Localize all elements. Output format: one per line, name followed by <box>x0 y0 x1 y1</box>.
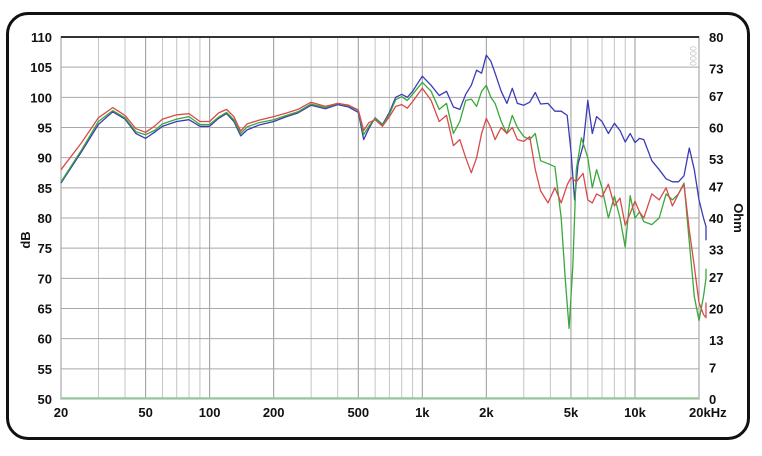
y-tick-label: 55 <box>38 362 52 377</box>
y2-tick-label: 60 <box>709 121 723 136</box>
x-tick-label: 5k <box>564 405 579 420</box>
y-tick-label: 105 <box>30 60 52 75</box>
y2-tick-label: 67 <box>709 89 723 104</box>
x-axis: 20 50 100 200 500 1k 2k 5k 10k 20kHz <box>54 405 727 420</box>
y-tick-label: 80 <box>38 211 52 226</box>
x-tick-label: 20kHz <box>689 405 727 420</box>
series-line-red <box>60 87 707 319</box>
series-line-green <box>60 81 707 330</box>
y2-tick-label: 27 <box>709 270 723 285</box>
y2-tick-label: 0 <box>709 392 716 407</box>
y-tick-label: 85 <box>38 181 52 196</box>
series-group <box>60 54 707 330</box>
y-tick-label: 75 <box>38 241 52 256</box>
y2-tick-label: 7 <box>709 360 716 375</box>
y2-axis-title: Ohm <box>731 203 746 233</box>
y-tick-label: 60 <box>38 332 52 347</box>
y2-tick-label: 33 <box>709 243 723 258</box>
y-tick-label: 70 <box>38 271 52 286</box>
x-tick-label: 1k <box>415 405 430 420</box>
y-tick-label: 95 <box>38 121 52 136</box>
y-axis-right: 80 73 67 60 53 47 40 33 27 20 13 7 0 <box>709 30 723 407</box>
y2-tick-label: 80 <box>709 30 723 45</box>
y-tick-label: 110 <box>31 30 52 45</box>
x-tick-label: 10k <box>624 405 646 420</box>
y-tick-label: 50 <box>38 392 52 407</box>
y2-tick-label: 73 <box>709 62 723 77</box>
x-tick-label: 20 <box>54 405 68 420</box>
y2-tick-label: 53 <box>709 152 723 167</box>
x-tick-label: 2k <box>479 405 494 420</box>
series-line-blue <box>60 54 707 241</box>
y-axis-left: 110 105 100 95 90 85 80 75 70 65 60 55 50 <box>30 30 52 407</box>
x-tick-label: 100 <box>199 405 221 420</box>
y2-tick-label: 47 <box>709 179 723 194</box>
y-axis-title: dB <box>18 231 33 248</box>
y-tick-label: 65 <box>38 302 52 317</box>
watermark: 0000 <box>688 46 698 66</box>
grid <box>60 36 700 400</box>
y2-tick-label: 13 <box>709 333 723 348</box>
y2-tick-label: 40 <box>709 211 723 226</box>
x-tick-label: 50 <box>138 405 152 420</box>
x-tick-label: 500 <box>347 405 369 420</box>
y-tick-label: 100 <box>30 90 52 105</box>
x-tick-label: 200 <box>263 405 285 420</box>
y-tick-label: 90 <box>38 151 52 166</box>
y2-tick-label: 20 <box>709 302 723 317</box>
